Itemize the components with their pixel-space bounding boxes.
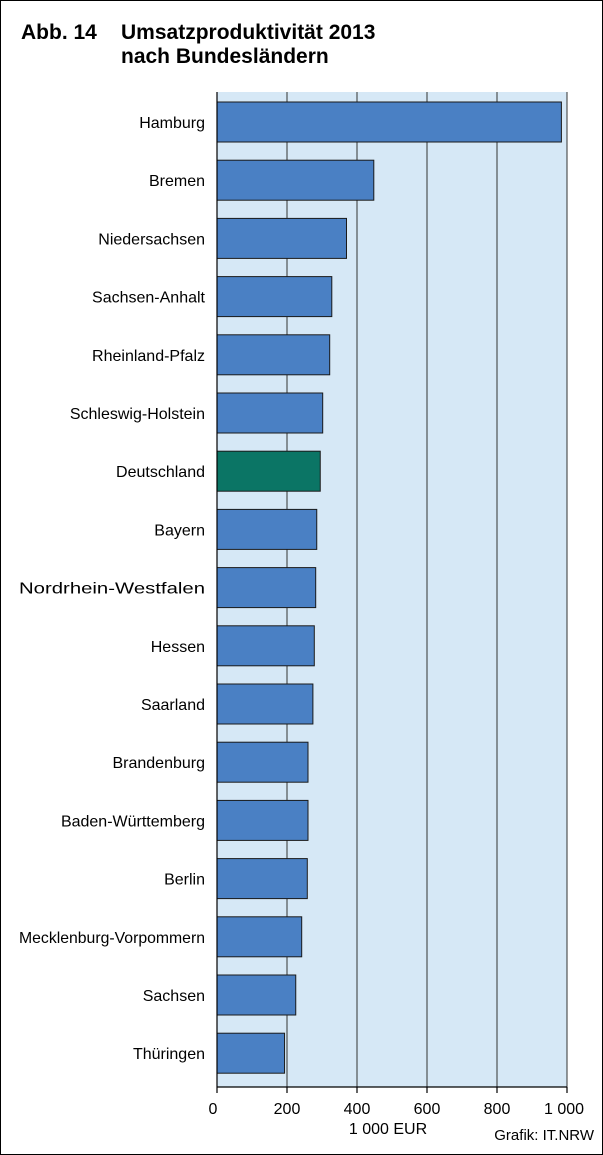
bar-bayern <box>216 508 318 550</box>
title-line-2: nach Bundesländern <box>121 45 329 68</box>
category-label: Baden-Württemberg <box>61 813 205 830</box>
category-label: Niedersachsen <box>98 231 205 248</box>
bar-niedersachsen <box>216 217 347 259</box>
bar-bremen <box>216 159 375 201</box>
category-label: Rheinland-Pfalz <box>92 348 205 365</box>
bar-rheinland-pfalz <box>216 334 331 376</box>
category-label: Bremen <box>149 173 205 190</box>
x-tick-label: 1 000 <box>544 1101 584 1118</box>
category-label: Thüringen <box>133 1046 205 1063</box>
bar-deutschland <box>216 450 321 492</box>
category-label: Hamburg <box>139 115 205 132</box>
category-label: Saarland <box>141 697 205 714</box>
category-label: Schleswig-Holstein <box>70 406 205 423</box>
category-label: Hessen <box>151 639 205 656</box>
category-label: Brandenburg <box>112 755 205 772</box>
bar-brandenburg <box>216 741 309 783</box>
category-label: Deutschland <box>116 464 205 481</box>
bar-nordrhein-westfalen <box>216 567 317 609</box>
bar-schleswig-holstein <box>216 392 324 434</box>
bar-berlin <box>216 858 308 900</box>
bar-sachsen <box>216 974 297 1016</box>
bar-hamburg <box>216 101 562 143</box>
category-label: Sachsen <box>143 988 205 1005</box>
category-label: Bayern <box>154 522 205 539</box>
figure-number: Abb. 14 <box>21 21 97 44</box>
x-tick-label: 800 <box>484 1101 511 1118</box>
x-tick-label: 0 <box>209 1101 218 1118</box>
category-label: Berlin <box>164 872 205 889</box>
bar-hessen <box>216 625 315 667</box>
x-axis-label: 1 000 EUR <box>349 1121 427 1138</box>
category-label: Nordrhein-Westfalen <box>19 581 205 598</box>
bar-mecklenburg-vorpommern <box>216 916 303 958</box>
bar-sachsen-anhalt <box>216 276 333 318</box>
category-label: Sachsen-Anhalt <box>92 290 206 307</box>
category-label: Mecklenburg-Vorpommern <box>19 930 205 947</box>
x-tick-label: 200 <box>274 1101 301 1118</box>
x-axis: 0 200 400 600 800 1 000 1 000 EUR <box>209 92 584 1138</box>
bars <box>216 101 562 1074</box>
category-labels: Hamburg Bremen Niedersachsen Sachsen-Anhalt… <box>19 115 206 1063</box>
x-tick-label: 600 <box>414 1101 441 1118</box>
bar-th-ringen <box>216 1032 286 1074</box>
title-line-1: Umsatzproduktivität 2013 <box>121 21 376 44</box>
chart-title: Abb. 14 Umsatzproduktivität 2013 nach Bun… <box>21 21 375 69</box>
source-credit: Grafik: IT.NRW <box>494 1127 594 1144</box>
bar-baden-w-rttemberg <box>216 799 309 841</box>
x-tick-label: 400 <box>344 1101 371 1118</box>
bar-saarland <box>216 683 314 725</box>
